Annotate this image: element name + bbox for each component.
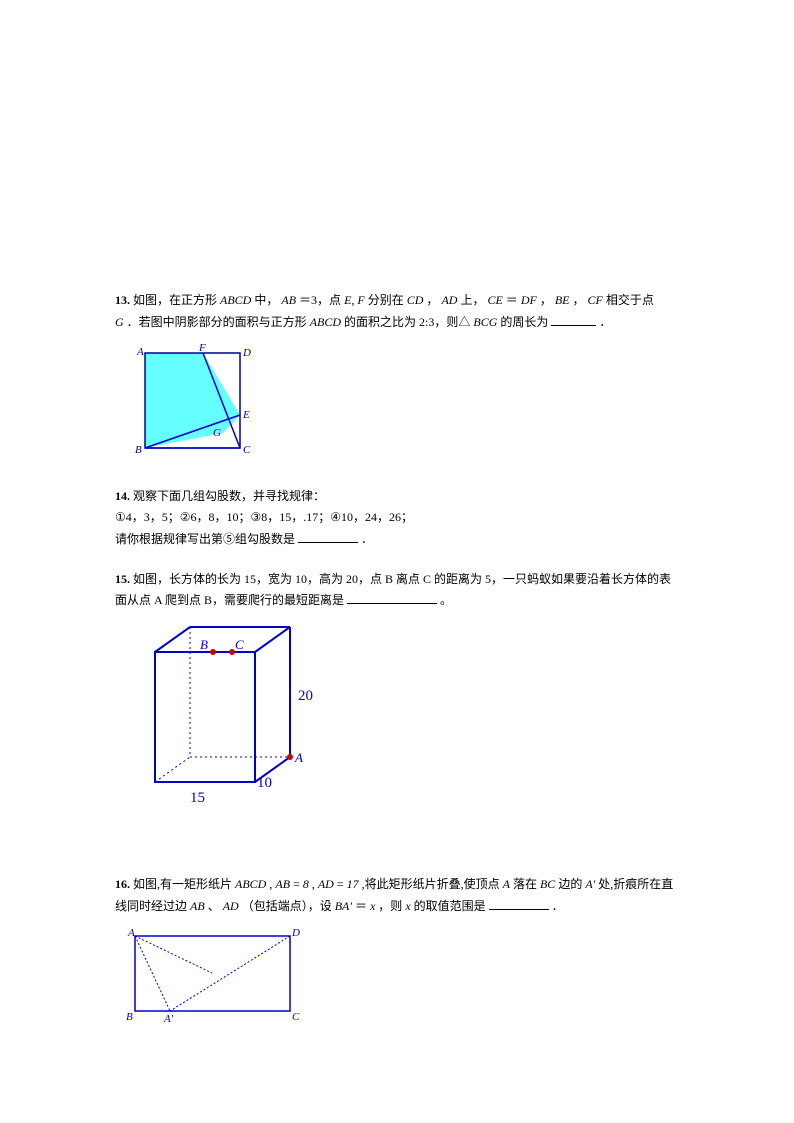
text: 如图,有一矩形纸片 xyxy=(133,877,232,891)
label-C: C xyxy=(235,637,244,652)
text: 、 xyxy=(208,899,220,913)
var: AB xyxy=(190,899,205,913)
var: AB xyxy=(275,877,290,891)
label-A: A xyxy=(294,750,303,765)
problem-14-text: 14. 观察下面几组勾股数，并寻找规律： ①4，3，5；②6，8，10；③8，1… xyxy=(115,486,679,551)
var: DF xyxy=(521,293,537,307)
var: AD xyxy=(318,877,334,891)
var: BE xyxy=(555,293,570,307)
text: （包括端点），设 xyxy=(242,899,332,913)
problem-15: 15. 如图，长方体的长为 15，宽为 10，高为 20，点 B 离点 C 的距… xyxy=(115,569,679,825)
label-C: C xyxy=(243,444,251,456)
var: AD xyxy=(441,293,457,307)
text: ．若图中阴影部分的面积与正方形 xyxy=(127,315,307,329)
cuboid-diagram: B C A 20 15 10 xyxy=(135,622,335,817)
answer-blank xyxy=(489,896,549,910)
square-diagram: A F D E C B G xyxy=(135,343,260,458)
answer-blank xyxy=(298,529,358,543)
var: 8 xyxy=(303,877,309,891)
dim-15: 15 xyxy=(190,790,205,806)
var: CD xyxy=(407,293,424,307)
text: 如图，在正方形 xyxy=(133,293,217,307)
problem-number: 13. xyxy=(115,293,130,307)
label-Aprime: A' xyxy=(163,1013,174,1025)
var: G xyxy=(115,315,124,329)
text: 的周长为 xyxy=(500,315,548,329)
text: 。 xyxy=(440,593,452,607)
var: CE xyxy=(487,293,502,307)
var: ABCD xyxy=(235,877,266,891)
text: 观察下面几组勾股数，并寻找规律： xyxy=(133,489,325,503)
label-B: B xyxy=(200,637,208,652)
problem-number: 16. xyxy=(115,877,130,891)
text: 请你根据规律写出第⑤组勾股数是 xyxy=(115,532,295,546)
answer-blank xyxy=(347,590,437,604)
problem-16-figure: A D B C A' xyxy=(120,926,679,1034)
var: x xyxy=(370,899,375,913)
text: 的取值范围是 xyxy=(414,899,486,913)
problem-13-figure: A F D E C B G xyxy=(135,343,679,466)
text: 分别在 xyxy=(368,293,404,307)
text: ①4，3，5；②6，8，10；③8，15，.17；④10，24，26； xyxy=(115,510,413,524)
text: = xyxy=(337,877,344,891)
problem-16: 16. 如图,有一矩形纸片 ABCD , AB = 8 , AD = 17 ,将… xyxy=(115,874,679,1033)
var: BCG xyxy=(473,315,497,329)
var: AB xyxy=(281,293,296,307)
text: = xyxy=(293,877,300,891)
text: ,将此矩形纸片折叠,使顶点 xyxy=(362,877,500,891)
label-E: E xyxy=(242,409,250,421)
text: ＝ xyxy=(355,899,367,913)
label-G: G xyxy=(213,427,221,439)
var: ABCD xyxy=(220,293,251,307)
rectangle-diagram: A D B C A' xyxy=(120,926,310,1026)
problem-15-text: 15. 如图，长方体的长为 15，宽为 10，高为 20，点 B 离点 C 的距… xyxy=(115,569,679,612)
text: ． xyxy=(552,899,564,913)
text: ． xyxy=(361,532,373,546)
dim-10: 10 xyxy=(257,775,272,791)
dim-20: 20 xyxy=(298,688,313,704)
var: CF xyxy=(588,293,603,307)
var: BA' xyxy=(335,899,352,913)
problem-number: 15. xyxy=(115,572,130,586)
label-F: F xyxy=(198,343,206,354)
label-A: A xyxy=(136,346,144,358)
text: ＝ xyxy=(506,293,518,307)
text: ＝3，点 xyxy=(299,293,341,307)
var: x xyxy=(405,899,410,913)
var: BC xyxy=(540,877,555,891)
label-D: D xyxy=(242,347,251,359)
label-D: D xyxy=(291,927,300,939)
label-B: B xyxy=(126,1011,133,1023)
problem-16-text: 16. 如图,有一矩形纸片 ABCD , AB = 8 , AD = 17 ,将… xyxy=(115,874,679,917)
problem-number: 14. xyxy=(115,489,130,503)
text: ． xyxy=(599,315,611,329)
text: 中， xyxy=(254,293,278,307)
text: ，则 xyxy=(378,899,402,913)
text: ， xyxy=(540,293,552,307)
label-B: B xyxy=(135,444,142,456)
var: 17 xyxy=(347,877,359,891)
text: ， xyxy=(573,293,585,307)
text: 的面积之比为 2:3，则△ xyxy=(344,315,470,329)
problem-15-figure: B C A 20 15 10 xyxy=(135,622,679,825)
text: , xyxy=(269,877,272,891)
var: ABCD xyxy=(310,315,341,329)
answer-blank xyxy=(551,312,596,326)
text: 上， xyxy=(460,293,484,307)
var: AD xyxy=(223,899,239,913)
label-C: C xyxy=(292,1011,300,1023)
text: , xyxy=(312,877,315,891)
var: E, F xyxy=(344,293,365,307)
label-A: A xyxy=(127,927,135,939)
var: A' xyxy=(585,877,595,891)
text: ， xyxy=(426,293,438,307)
text: 边的 xyxy=(558,877,582,891)
problem-13: 13. 如图，在正方形 ABCD 中， AB ＝3，点 E, F 分别在 CD … xyxy=(115,290,679,466)
text: 相交于点 xyxy=(606,293,654,307)
problem-14: 14. 观察下面几组勾股数，并寻找规律： ①4，3，5；②6，8，10；③8，1… xyxy=(115,486,679,551)
var: A xyxy=(503,877,510,891)
problem-13-text: 13. 如图，在正方形 ABCD 中， AB ＝3，点 E, F 分别在 CD … xyxy=(115,290,679,333)
text: 落在 xyxy=(513,877,537,891)
